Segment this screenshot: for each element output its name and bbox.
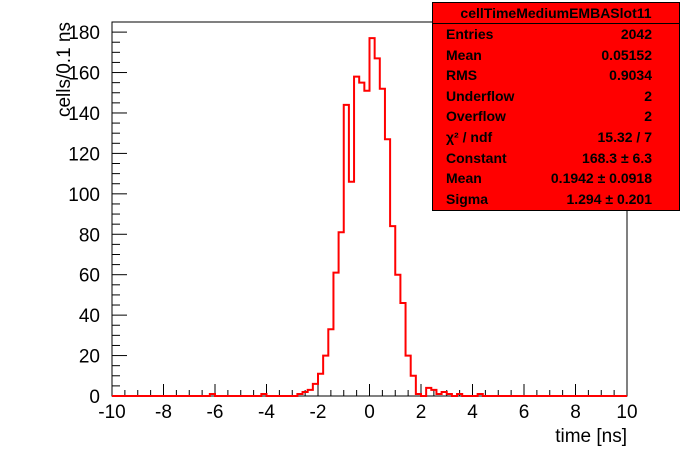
x-tick-label: -10 [98,402,125,423]
x-tick-label: -2 [310,402,327,423]
stats-row-label: Constant [446,149,507,166]
stats-row-label: χ² / ndf [446,128,493,145]
stats-row-label: RMS [446,67,478,84]
stats-row-value: 2 [644,108,652,125]
y-tick-label: 40 [79,306,100,327]
stats-row: Sigma 1.294 ± 0.201 [433,189,679,210]
x-tick-label: 0 [364,402,375,423]
stats-row-value: 2042 [620,26,652,42]
y-tick-label: 20 [79,347,100,368]
y-tick-label: 180 [68,23,100,44]
stats-row-label: Mean [446,170,482,187]
x-tick-label: -6 [207,402,224,423]
stats-row: Constant 168.3 ± 6.3 [433,148,679,169]
x-tick-label: 2 [416,402,427,423]
y-tick-label: 60 [79,266,100,287]
stats-row: Entries 2042 [433,24,679,45]
stats-rows: Entries 2042 Mean 0.05152 RMS 0.9034 Underflow… [433,24,679,209]
stats-row-value: 1.294 ± 0.201 [566,190,652,207]
stats-row: Overflow 2 [433,106,679,127]
y-tick-label: 160 [68,64,100,85]
stats-row: Mean 0.1942 ± 0.0918 [433,168,679,189]
stats-row-label: Underflow [446,87,515,104]
stats-box: cellTimeMediumEMBASlot11 Entries 2042 Mean… [432,2,680,211]
x-tick-label: -4 [258,402,275,423]
x-tick-label: 4 [467,402,478,423]
x-tick-label: 8 [570,402,581,423]
stats-row-value: 15.32 / 7 [597,128,653,145]
stats-row-label: Mean [446,46,482,63]
x-tick-label: 10 [616,402,637,423]
y-axis-title: cells/0.1 ns [54,22,75,117]
x-tick-label: 6 [519,402,530,423]
stats-row: RMS 0.9034 [433,65,679,86]
stats-row: Underflow 2 [433,86,679,107]
stats-row-value: 0.1942 ± 0.0918 [550,170,652,187]
y-tick-label: 140 [68,104,100,125]
y-tick-label: 100 [68,185,100,206]
x-tick-labels: -10 -8 -6 -4 -2 0 2 4 6 8 10 [98,402,637,423]
y-tick-labels: 0 20 40 60 80 100 120 140 160 180 [68,23,100,408]
y-tick-label: 120 [68,144,100,165]
histogram-series-line [112,37,627,397]
stats-title: cellTimeMediumEMBASlot11 [433,3,679,24]
stats-row-label: Overflow [446,108,506,125]
stats-row-value: 0.05152 [601,46,652,63]
y-tick-label: 0 [89,387,100,408]
stats-row-value: 0.9034 [609,67,652,84]
stats-row-value: 168.3 ± 6.3 [582,149,652,166]
y-tick-label: 80 [79,225,100,246]
stats-row: Mean 0.05152 [433,45,679,66]
x-axis-title: time [ns] [555,426,627,447]
stats-row: χ² / ndf 15.32 / 7 [433,127,679,148]
stats-row-label: Entries [446,26,494,42]
x-tick-label: -8 [155,402,172,423]
stats-row-label: Sigma [446,190,489,207]
stats-row-value: 2 [644,87,652,104]
